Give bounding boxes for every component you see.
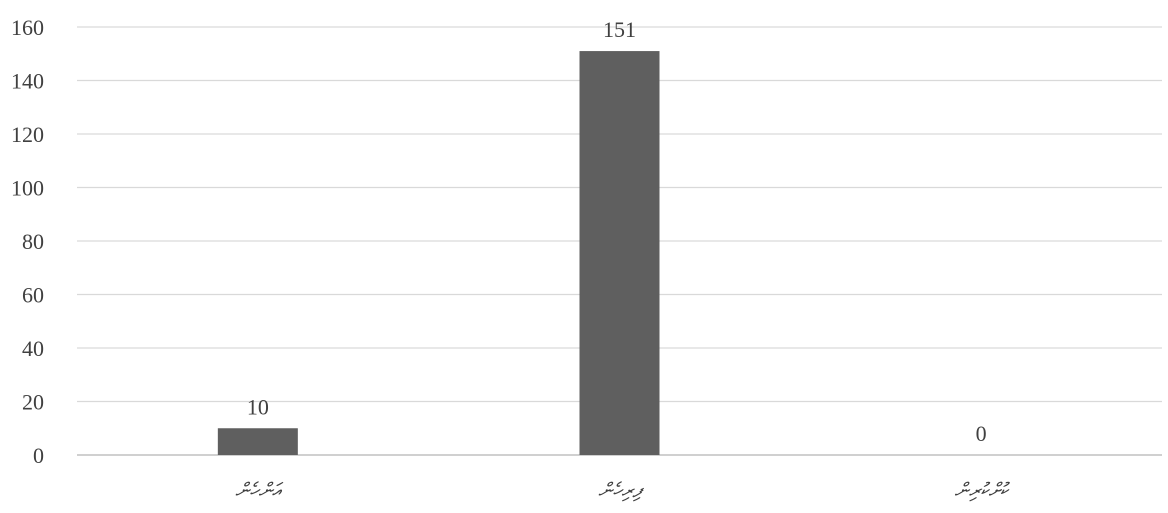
y-tick-label: 140: [11, 69, 44, 94]
y-tick-label: 160: [11, 15, 44, 40]
y-axis: 0 20 40 60 80 100 120 140 160: [11, 15, 44, 468]
y-tick-label: 60: [22, 283, 44, 308]
y-tick-label: 80: [22, 229, 44, 254]
x-axis: އަންހެން ފިރިހެން ކުށްކުރިން: [235, 478, 1010, 502]
category-label: ފިރިހެން: [598, 478, 644, 502]
y-tick-label: 40: [22, 336, 44, 361]
bar: [217, 428, 298, 455]
bar: [579, 51, 660, 455]
bars: [217, 51, 660, 455]
data-labels: 10 151 0: [247, 17, 987, 446]
category-label: އަންހެން: [235, 478, 284, 502]
category-label: ކުށްކުރިން: [954, 478, 1010, 502]
data-label: 0: [976, 421, 987, 446]
y-tick-label: 120: [11, 122, 44, 147]
data-label: 10: [247, 394, 269, 419]
y-tick-label: 100: [11, 176, 44, 201]
data-label: 151: [603, 17, 636, 42]
y-tick-label: 0: [33, 443, 44, 468]
y-tick-label: 20: [22, 390, 44, 415]
